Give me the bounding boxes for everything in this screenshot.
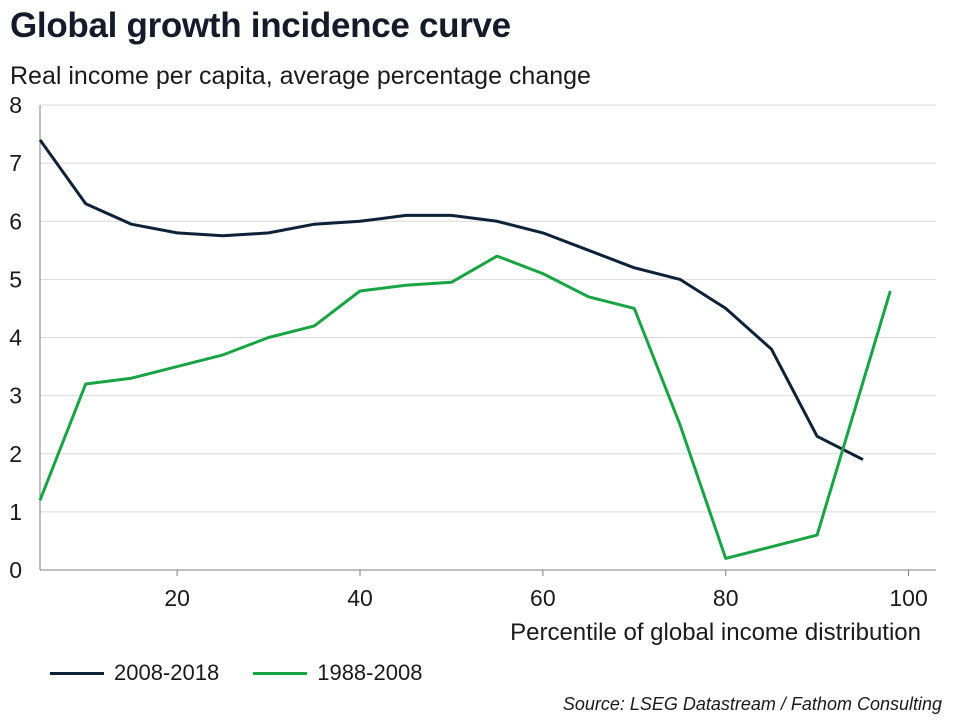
legend-item-2008-2018: 2008-2018 [50,660,219,686]
chart-subtitle: Real income per capita, average percenta… [10,62,591,90]
legend-swatch-1988-2008 [253,671,308,675]
x-tick-label-40: 40 [347,585,373,611]
y-tick-label-0: 0 [9,557,22,583]
y-tick-label-6: 6 [9,208,22,234]
legend-item-1988-2008: 1988-2008 [253,660,422,686]
legend-label-1988-2008: 1988-2008 [317,660,423,685]
source-note: Source: LSEG Datastream / Fathom Consult… [562,694,942,714]
chart-title: Global growth incidence curve [10,6,511,45]
legend-label-2008-2018: 2008-2018 [114,660,220,685]
y-tick-label-8: 8 [9,92,22,118]
x-tick-label-100: 100 [889,585,927,611]
y-tick-label-5: 5 [9,266,22,292]
legend-swatch-2008-2018 [50,671,104,675]
series-line-2008-2018 [38,139,864,461]
y-tick-label-1: 1 [9,499,22,525]
x-tick-label-80: 80 [713,585,739,611]
y-tick-label-3: 3 [9,383,22,409]
y-tick-label-2: 2 [9,441,22,467]
x-axis-label: Percentile of global income distribution [510,619,921,646]
y-tick-label-7: 7 [9,150,22,176]
x-tick-label-60: 60 [530,585,556,611]
x-tick-label-20: 20 [164,585,190,611]
y-tick-label-4: 4 [9,325,22,351]
series-line-1988-2008 [38,254,892,560]
legend: 2008-2018 1988-2008 [50,660,456,686]
